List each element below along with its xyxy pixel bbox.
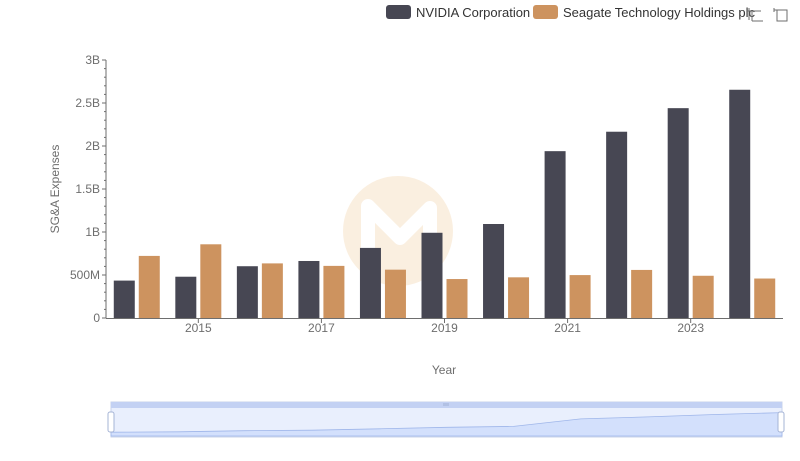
- bar-seagate-2016[interactable]: [261, 263, 283, 318]
- bar-nvidia-2020[interactable]: [483, 224, 505, 318]
- bar-seagate-2014[interactable]: [138, 255, 160, 318]
- x-tick-label: 2017: [308, 321, 335, 335]
- y-tick-label: 3B: [85, 53, 100, 67]
- x-tick-label: 2023: [677, 321, 704, 335]
- bar-seagate-2019[interactable]: [446, 279, 468, 318]
- bar-nvidia-2016[interactable]: [236, 266, 258, 318]
- slider-handle-right[interactable]: [777, 411, 785, 433]
- legend-item-nvidia[interactable]: NVIDIA Corporation: [386, 5, 530, 20]
- y-minor-ticks: [104, 68, 106, 310]
- bar-seagate-2017[interactable]: [323, 265, 345, 318]
- bar-nvidia-2017[interactable]: [298, 260, 320, 318]
- y-tick-label: 1B: [85, 225, 100, 239]
- restore-icon[interactable]: [773, 8, 788, 22]
- legend-label-seagate: Seagate Technology Holdings plc: [563, 5, 756, 20]
- slider-handle-left[interactable]: [107, 411, 115, 433]
- y-tick-label: 500M: [70, 268, 100, 282]
- bar-seagate-2022[interactable]: [631, 269, 653, 318]
- legend-swatch-nvidia: [386, 5, 411, 19]
- x-tick-label: 2021: [554, 321, 581, 335]
- legend: NVIDIA Corporation Seagate Technology Ho…: [386, 5, 756, 20]
- slider-top-bar[interactable]: [111, 402, 782, 408]
- slider-preview-area: [110, 412, 783, 437]
- bar-nvidia-2023[interactable]: [667, 108, 689, 318]
- bar-seagate-2024[interactable]: [754, 278, 776, 318]
- x-tick-label: 2019: [431, 321, 458, 335]
- legend-label-nvidia: NVIDIA Corporation: [416, 5, 530, 20]
- y-tick-label: 0: [93, 311, 100, 325]
- x-tick-label: 2015: [185, 321, 212, 335]
- bar-seagate-2018[interactable]: [384, 269, 406, 318]
- x-axis-ticks: 2015 2017 2019 2021 2023: [185, 318, 704, 335]
- zoom-icon[interactable]: [747, 8, 763, 22]
- legend-swatch-seagate: [533, 5, 558, 19]
- x-axis-title: Year: [432, 363, 456, 377]
- y-tick-label: 2.5B: [75, 96, 100, 110]
- bar-seagate-2015[interactable]: [200, 244, 222, 318]
- bars: [113, 89, 776, 318]
- data-zoom-slider[interactable]: [107, 401, 785, 438]
- bar-nvidia-2021[interactable]: [544, 151, 566, 318]
- bar-nvidia-2018[interactable]: [359, 247, 381, 318]
- y-axis-ticks: 0 500M 1B 1.5B 2B 2.5B 3B: [70, 53, 106, 325]
- y-axis-title: SG&A Expenses: [48, 145, 62, 234]
- legend-item-seagate[interactable]: Seagate Technology Holdings plc: [533, 5, 756, 20]
- bar-nvidia-2019[interactable]: [421, 232, 443, 318]
- slider-grip-icon[interactable]: [443, 403, 449, 406]
- bar-seagate-2021[interactable]: [569, 275, 591, 318]
- bar-nvidia-2024[interactable]: [729, 89, 751, 318]
- bar-seagate-2023[interactable]: [692, 275, 714, 318]
- bar-nvidia-2014[interactable]: [113, 280, 135, 318]
- bar-seagate-2020[interactable]: [508, 277, 530, 318]
- y-tick-label: 2B: [85, 139, 100, 153]
- bar-nvidia-2022[interactable]: [606, 131, 628, 318]
- y-tick-label: 1.5B: [75, 182, 100, 196]
- bar-nvidia-2015[interactable]: [175, 276, 197, 318]
